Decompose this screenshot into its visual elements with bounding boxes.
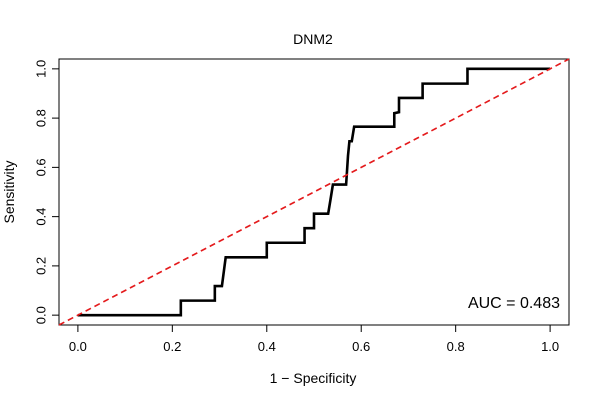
x-tick-label: 0.2 bbox=[163, 339, 181, 354]
auc-annotation: AUC = 0.483 bbox=[468, 295, 560, 312]
y-tick-label: 0.8 bbox=[34, 109, 49, 127]
x-tick-label: 0.6 bbox=[352, 339, 370, 354]
x-tick-label: 0.8 bbox=[447, 339, 465, 354]
x-axis: 0.0 0.2 0.4 0.6 0.8 1.0 bbox=[69, 324, 559, 354]
x-tick-label: 0.4 bbox=[258, 339, 276, 354]
reference-diagonal-line bbox=[58, 58, 570, 326]
y-tick-label: 0.2 bbox=[34, 257, 49, 275]
x-tick-label: 1.0 bbox=[541, 339, 559, 354]
y-tick-label: 0.4 bbox=[34, 208, 49, 226]
y-tick-label: 1.0 bbox=[34, 60, 49, 78]
series-layer bbox=[58, 58, 570, 326]
chart-title: DNM2 bbox=[293, 31, 333, 47]
y-tick-label: 0.6 bbox=[34, 158, 49, 176]
plot-frame bbox=[58, 58, 570, 326]
x-axis-title: 1 − Specificity bbox=[270, 370, 357, 386]
x-tick-label: 0.0 bbox=[69, 339, 87, 354]
roc-curve-line bbox=[77, 67, 551, 317]
y-axis-title: Sensitivity bbox=[1, 160, 17, 223]
y-axis: 0.0 0.2 0.4 0.6 0.8 1.0 bbox=[34, 60, 60, 324]
y-tick-label: 0.0 bbox=[34, 306, 49, 324]
